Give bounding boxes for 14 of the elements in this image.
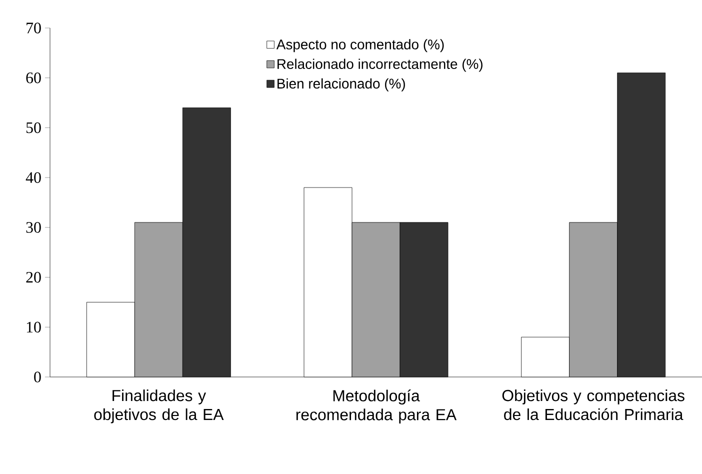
y-tick-label: 30 (26, 222, 41, 233)
x-tick-label: Metodología recomendada para EA (296, 390, 457, 424)
legend-label: Bien relacionado (%) (278, 78, 405, 92)
y-tick-label: 10 (26, 322, 41, 333)
y-tick-label: 70 (26, 22, 41, 34)
y-tick-label: 50 (26, 122, 41, 134)
y-tick-label: 40 (26, 172, 41, 183)
y-tick-label: 0 (34, 372, 41, 382)
y-tick-label: 20 (26, 272, 41, 283)
x-tick-label: Finalidades y objetivos de la EA (94, 390, 224, 424)
legend-label: Relacionado incorrectamente (%) (278, 58, 482, 72)
x-tick-label: Objetivos y competencias de la Educación Primaria (502, 390, 684, 420)
legend-label: Aspecto no comentado (%) (276, 39, 444, 52)
y-tick-label: 60 (26, 72, 41, 84)
